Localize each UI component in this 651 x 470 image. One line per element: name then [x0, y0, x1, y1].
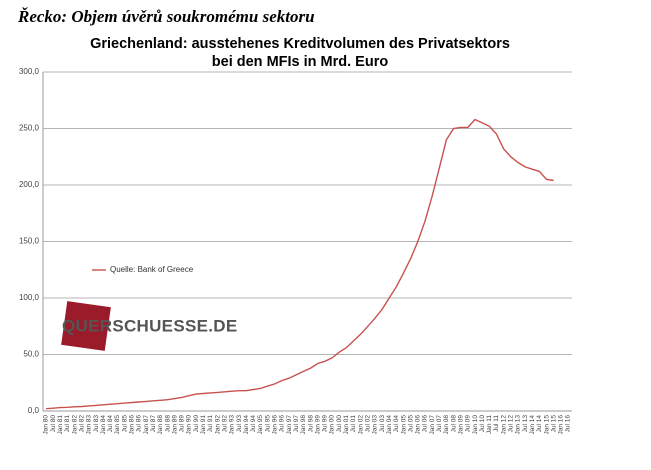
x-tick-label: Jul 80	[50, 415, 57, 433]
x-tick-label: Jul 04	[393, 415, 400, 433]
watermark: QUERSCHUESSE.DE	[61, 301, 237, 351]
x-tick-label: Jul 09	[465, 415, 472, 433]
x-tick-label: Jul 01	[350, 415, 357, 433]
x-tick-label: Jul 90	[193, 415, 200, 433]
x-tick-label: Jan 85	[114, 415, 121, 435]
y-tick-label: 300,0	[19, 67, 40, 76]
x-tick-label: Jul 11	[493, 415, 500, 432]
x-tick-label: Jan 09	[457, 415, 464, 435]
x-tick-label: Jan 10	[472, 415, 479, 435]
x-tick-label: Jul 12	[508, 415, 515, 433]
y-tick-label: 100,0	[19, 293, 40, 302]
x-tick-label: Jul 86	[136, 415, 143, 433]
x-tick-label: Jan 81	[57, 415, 64, 435]
page-title: Řecko: Objem úvěrů soukromému sektoru	[17, 7, 315, 26]
x-tick-label: Jul 15	[550, 415, 557, 433]
x-tick-label: Jul 81	[64, 415, 71, 433]
x-tick-label: Jan 12	[500, 415, 507, 435]
x-tick-label: Jan 14	[529, 415, 536, 435]
x-tick-label: Jan 05	[400, 415, 407, 435]
y-tick-label: 50,0	[23, 350, 39, 359]
x-tick-label: Jul 00	[336, 415, 343, 433]
watermark-text: QUERSCHUESSE.DE	[62, 316, 237, 335]
x-tick-label: Jan 00	[329, 415, 336, 435]
x-tick-label: Jan 97	[286, 415, 293, 435]
x-tick-label: Jan 99	[314, 415, 321, 435]
y-tick-label: 150,0	[19, 237, 40, 246]
x-tick-label: Jul 05	[407, 415, 414, 433]
x-tick-label: Jul 88	[164, 415, 171, 433]
x-tick-label: Jan 89	[171, 415, 178, 435]
x-tick-label: Jan 83	[86, 415, 93, 435]
x-tick-label: Jan 87	[143, 415, 150, 435]
x-tick-label: Jul 98	[307, 415, 314, 433]
x-tick-label: Jul 07	[436, 415, 443, 433]
x-tick-label: Jan 06	[415, 415, 422, 435]
x-tick-label: Jan 86	[129, 415, 136, 435]
x-tick-label: Jan 02	[357, 415, 364, 435]
y-tick-label: 200,0	[19, 180, 40, 189]
x-tick-label: Jan 04	[386, 415, 393, 435]
x-tick-label: Jul 95	[264, 415, 271, 433]
x-tick-label: Jan 07	[429, 415, 436, 435]
x-tick-label: Jul 85	[121, 415, 128, 433]
y-tick-label: 0,0	[28, 406, 40, 415]
x-tick-label: Jan 01	[343, 415, 350, 435]
x-tick-label: Jul 16	[565, 415, 572, 433]
x-tick-label: Jan 82	[71, 415, 78, 435]
x-tick-label: Jul 87	[150, 415, 157, 433]
x-tick-label: Jan 08	[443, 415, 450, 435]
x-tick-label: Jul 91	[207, 415, 214, 433]
x-tick-label: Jan 88	[157, 415, 164, 435]
legend-label: Quelle: Bank of Greece	[110, 265, 194, 274]
x-tick-label: Jan 84	[100, 415, 107, 435]
chart-title: bei den MFIs in Mrd. Euro	[212, 54, 389, 70]
data-line	[45, 118, 554, 410]
x-tick-label: Jul 84	[107, 415, 114, 433]
x-tick-label: Jan 98	[300, 415, 307, 435]
x-tick-label: Jul 83	[93, 415, 100, 433]
x-tick-label: Jul 06	[422, 415, 429, 433]
x-tick-label: Jul 10	[479, 415, 486, 433]
x-tick-label: Jul 99	[322, 415, 329, 433]
x-tick-label: Jan 13	[515, 415, 522, 435]
chart-title: Griechenland: ausstehenes Kreditvolumen …	[90, 36, 510, 52]
x-tick-label: Jul 14	[536, 415, 543, 433]
x-tick-label: Jan 94	[243, 415, 250, 435]
x-tick-label: Jul 82	[78, 415, 85, 433]
x-tick-label: Jan 91	[200, 415, 207, 435]
x-tick-label: Jan 15	[543, 415, 550, 435]
x-tick-label: Jan 93	[229, 415, 236, 435]
x-tick-label: Jul 97	[293, 415, 300, 433]
x-tick-label: Jan 92	[214, 415, 221, 435]
x-tick-label: Jan 96	[272, 415, 279, 435]
x-tick-label: Jul 13	[522, 415, 529, 433]
x-tick-label: Jan 11	[486, 415, 493, 434]
x-tick-label: Jul 08	[450, 415, 457, 433]
x-tick-label: Jul 03	[379, 415, 386, 433]
watermark-logo	[61, 301, 111, 351]
x-tick-label: Jul 92	[221, 415, 228, 433]
x-tick-label: Jul 94	[250, 415, 257, 433]
x-tick-label: Jan 03	[372, 415, 379, 435]
x-tick-label: Jul 93	[236, 415, 243, 433]
x-tick-label: Jan 95	[257, 415, 264, 435]
x-tick-label: Jan 16	[558, 415, 565, 435]
x-tick-label: Jan 80	[43, 415, 50, 435]
x-tick-label: Jan 90	[186, 415, 193, 435]
x-tick-label: Jul 02	[364, 415, 371, 433]
x-tick-label: Jul 89	[179, 415, 186, 433]
x-tick-label: Jul 96	[279, 415, 286, 433]
y-tick-label: 250,0	[19, 124, 40, 133]
